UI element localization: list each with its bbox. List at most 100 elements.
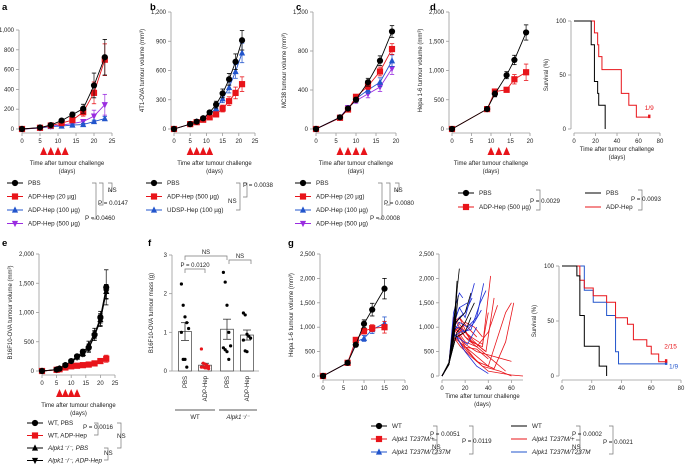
series-line <box>173 40 243 130</box>
y-tick-label: 1,000 <box>19 311 35 317</box>
y-tick-label: 300 <box>156 98 167 104</box>
legend-c: PBS ADP-Hep (20 µg) ADP-Hep (100 µg) ADP-He… <box>295 179 415 228</box>
group-label: Alpk1⁻/⁻ <box>225 415 250 421</box>
y-tick-label: 2,000 <box>300 276 316 282</box>
y-tick-label: 2 <box>164 292 168 298</box>
dosing-arrow <box>352 147 360 155</box>
bar-group-1 <box>198 347 212 372</box>
data-point <box>101 54 108 61</box>
panel-c: 0 400 800 1,200 0 5 10 15 20 MC38 tumour volume (… <box>282 10 400 175</box>
stat-bracket <box>576 439 581 455</box>
x-tick-label: 0 <box>450 139 454 145</box>
data-point <box>97 314 104 321</box>
x-tick-label: 40 <box>614 139 621 145</box>
dosing-arrow <box>503 147 511 155</box>
y-tick-label: 1,500 <box>19 281 35 287</box>
y-tick-label: 200 <box>4 107 15 113</box>
individual-point <box>179 330 183 334</box>
data-point <box>352 96 360 103</box>
stat-bracket <box>378 182 383 220</box>
y-tick-label: 1,000 <box>0 28 15 34</box>
individual-point <box>249 336 253 340</box>
data-point <box>11 220 19 228</box>
survival-curve-adp-hep <box>574 20 650 118</box>
y-axis-title: B16F10-OVA tumour mass (g) <box>149 273 155 353</box>
panel-label-c: c <box>296 2 301 13</box>
dosing-arrow <box>336 147 344 155</box>
group-label: WT <box>190 415 200 421</box>
data-point <box>352 336 359 343</box>
survival-curve-wt <box>562 265 608 376</box>
data-point <box>219 105 226 112</box>
category-label: ADP-Hep <box>245 375 251 401</box>
stat-bracket <box>228 259 252 264</box>
individual-point <box>243 313 247 317</box>
series-adp-hep-500-g- <box>170 76 246 133</box>
individual-point <box>181 303 185 307</box>
x-axis-title-units: (days) <box>348 169 365 175</box>
individual-point <box>227 357 231 361</box>
legend-label: Alpk1⁻/⁻, PBS <box>47 445 89 452</box>
series-pbs <box>18 39 108 133</box>
data-point <box>150 179 158 187</box>
individual-point <box>207 367 211 371</box>
data-point <box>299 206 307 213</box>
stat-label: NS <box>228 198 237 205</box>
series-wt-pbs <box>38 269 110 375</box>
data-point <box>11 193 19 200</box>
data-point <box>225 76 233 83</box>
data-point <box>369 325 376 332</box>
data-point <box>79 348 86 355</box>
x-tick-label: 15 <box>73 139 80 145</box>
y-tick-label: 2,500 <box>419 252 435 258</box>
data-point <box>381 285 388 292</box>
legend-label: ADP-Hep (500 µg) <box>28 221 80 228</box>
dosing-arrow <box>67 389 75 397</box>
stat-label: P = 0.0080 <box>384 200 415 207</box>
individual-point <box>183 357 187 361</box>
x-tick-label: 60 <box>648 386 655 392</box>
legend-label: PBS <box>316 180 329 187</box>
data-point <box>360 334 368 342</box>
x-tick-label: 5 <box>470 139 474 145</box>
data-point <box>388 57 396 64</box>
data-point <box>187 121 194 128</box>
dosing-arrow <box>206 147 214 155</box>
individual-trace <box>441 331 487 377</box>
data-point <box>511 76 518 83</box>
data-point <box>79 362 86 369</box>
legend-e: WT, PBS WT, ADP-Hep Alpk1⁻/⁻, PBS Alpk1⁻/⁻,… <box>27 419 126 465</box>
legend-label: ADP-Hep (100 µg) <box>316 207 368 214</box>
x-tick-label: 20 <box>527 139 534 145</box>
stat-bracket <box>536 189 541 211</box>
x-tick-label: 20 <box>462 386 469 392</box>
dosing-arrow <box>495 147 503 155</box>
x-axis-title: Time after tumour challenge <box>319 161 394 167</box>
stat-label: P = 0.0119 <box>462 438 492 445</box>
stat-bracket <box>104 447 109 461</box>
survival-curve-alpk1-t237m- <box>562 265 667 363</box>
panel-b: 0 300 600 900 1,200 0 5 10 15 20 25 4T1-OVA tumour … <box>140 10 259 175</box>
data-point <box>193 118 200 125</box>
y-tick-label: 2,500 <box>300 252 316 258</box>
individual-point <box>229 344 233 348</box>
y-tick-label: 0 <box>164 369 168 375</box>
x-tick-label: 40 <box>618 386 625 392</box>
y-axis-title: Hepa 1-6 tumour volume (mm³) <box>418 29 424 113</box>
x-tick-label: 20 <box>402 386 409 392</box>
x-tick-label: 10 <box>488 139 495 145</box>
stat-label: NS <box>572 444 581 451</box>
individual-point <box>241 338 245 342</box>
legend-label: UDSP-Hep (100 µg) <box>167 207 223 214</box>
y-axis-title: MC38 tumour volume (mm³) <box>282 33 288 108</box>
y-tick-label: 50 <box>547 319 554 325</box>
panel-f: 0 1 2 3 B16F10-OVA tumour mass (g) PBS ADP-Hep… <box>149 250 259 421</box>
survival-fraction-label: 2/15 <box>664 344 677 351</box>
series-line <box>322 288 385 377</box>
y-axis-title: B16F10-OVA tumour volume (mm³) <box>8 266 14 360</box>
data-point <box>90 113 98 120</box>
x-tick-label: 15 <box>373 139 380 145</box>
x-tick-label: 10 <box>68 381 75 387</box>
data-point <box>360 328 368 335</box>
data-point <box>336 114 344 121</box>
